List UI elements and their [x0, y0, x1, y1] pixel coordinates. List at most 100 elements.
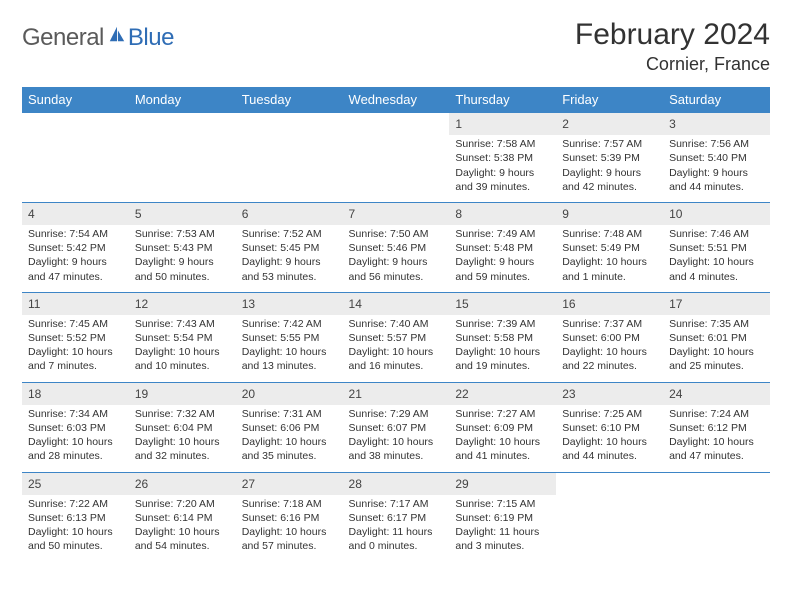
day-info-row: Sunrise: 7:22 AMSunset: 6:13 PMDaylight:… — [22, 495, 770, 562]
day-number-cell: 3 — [663, 113, 770, 136]
day-number-cell: 10 — [663, 202, 770, 225]
day-number-cell: 20 — [236, 382, 343, 405]
day-number-cell — [343, 113, 450, 136]
day-info-cell: Sunrise: 7:43 AMSunset: 5:54 PMDaylight:… — [129, 315, 236, 382]
day-number-row: 18192021222324 — [22, 382, 770, 405]
day-number-cell: 4 — [22, 202, 129, 225]
day-number-cell — [129, 113, 236, 136]
title-block: February 2024 Cornier, France — [575, 18, 770, 75]
day-number-cell: 6 — [236, 202, 343, 225]
day-number-cell: 1 — [449, 113, 556, 136]
calendar-body: 123Sunrise: 7:58 AMSunset: 5:38 PMDaylig… — [22, 113, 770, 562]
day-info-cell: Sunrise: 7:50 AMSunset: 5:46 PMDaylight:… — [343, 225, 450, 292]
day-number-cell: 9 — [556, 202, 663, 225]
day-number-cell — [22, 113, 129, 136]
day-info-cell: Sunrise: 7:15 AMSunset: 6:19 PMDaylight:… — [449, 495, 556, 562]
logo-text-1: General — [22, 24, 104, 52]
day-number-row: 123 — [22, 113, 770, 136]
day-number-cell: 19 — [129, 382, 236, 405]
day-number-row: 11121314151617 — [22, 292, 770, 315]
day-info-row: Sunrise: 7:54 AMSunset: 5:42 PMDaylight:… — [22, 225, 770, 292]
day-number-cell: 26 — [129, 472, 236, 495]
day-info-row: Sunrise: 7:45 AMSunset: 5:52 PMDaylight:… — [22, 315, 770, 382]
day-info-cell — [129, 135, 236, 202]
day-info-cell: Sunrise: 7:49 AMSunset: 5:48 PMDaylight:… — [449, 225, 556, 292]
day-header: Tuesday — [236, 87, 343, 113]
day-number-cell: 5 — [129, 202, 236, 225]
day-number-cell: 25 — [22, 472, 129, 495]
day-info-cell: Sunrise: 7:56 AMSunset: 5:40 PMDaylight:… — [663, 135, 770, 202]
day-number-cell: 28 — [343, 472, 450, 495]
day-info-cell: Sunrise: 7:40 AMSunset: 5:57 PMDaylight:… — [343, 315, 450, 382]
day-header: Saturday — [663, 87, 770, 113]
logo: General Blue — [22, 24, 174, 52]
day-info-cell: Sunrise: 7:22 AMSunset: 6:13 PMDaylight:… — [22, 495, 129, 562]
day-info-cell: Sunrise: 7:39 AMSunset: 5:58 PMDaylight:… — [449, 315, 556, 382]
day-info-cell: Sunrise: 7:45 AMSunset: 5:52 PMDaylight:… — [22, 315, 129, 382]
day-info-cell: Sunrise: 7:20 AMSunset: 6:14 PMDaylight:… — [129, 495, 236, 562]
calendar-table: SundayMondayTuesdayWednesdayThursdayFrid… — [22, 87, 770, 561]
day-header: Monday — [129, 87, 236, 113]
day-number-row: 2526272829 — [22, 472, 770, 495]
day-info-cell: Sunrise: 7:37 AMSunset: 6:00 PMDaylight:… — [556, 315, 663, 382]
day-info-cell: Sunrise: 7:46 AMSunset: 5:51 PMDaylight:… — [663, 225, 770, 292]
day-number-cell: 11 — [22, 292, 129, 315]
day-number-cell — [663, 472, 770, 495]
location: Cornier, France — [575, 54, 770, 75]
day-number-cell: 14 — [343, 292, 450, 315]
day-info-cell: Sunrise: 7:35 AMSunset: 6:01 PMDaylight:… — [663, 315, 770, 382]
day-info-cell — [663, 495, 770, 562]
day-number-cell: 16 — [556, 292, 663, 315]
day-info-cell: Sunrise: 7:32 AMSunset: 6:04 PMDaylight:… — [129, 405, 236, 472]
day-number-cell: 23 — [556, 382, 663, 405]
day-number-cell: 7 — [343, 202, 450, 225]
day-info-cell: Sunrise: 7:54 AMSunset: 5:42 PMDaylight:… — [22, 225, 129, 292]
day-info-cell — [556, 495, 663, 562]
day-info-cell: Sunrise: 7:34 AMSunset: 6:03 PMDaylight:… — [22, 405, 129, 472]
day-header: Wednesday — [343, 87, 450, 113]
day-number-row: 45678910 — [22, 202, 770, 225]
day-info-cell: Sunrise: 7:31 AMSunset: 6:06 PMDaylight:… — [236, 405, 343, 472]
day-header: Friday — [556, 87, 663, 113]
day-info-cell: Sunrise: 7:42 AMSunset: 5:55 PMDaylight:… — [236, 315, 343, 382]
header: General Blue February 2024 Cornier, Fran… — [22, 18, 770, 75]
day-header-row: SundayMondayTuesdayWednesdayThursdayFrid… — [22, 87, 770, 113]
day-info-cell: Sunrise: 7:57 AMSunset: 5:39 PMDaylight:… — [556, 135, 663, 202]
day-number-cell: 2 — [556, 113, 663, 136]
day-info-cell: Sunrise: 7:18 AMSunset: 6:16 PMDaylight:… — [236, 495, 343, 562]
day-info-row: Sunrise: 7:58 AMSunset: 5:38 PMDaylight:… — [22, 135, 770, 202]
day-info-cell: Sunrise: 7:58 AMSunset: 5:38 PMDaylight:… — [449, 135, 556, 202]
logo-text-2: Blue — [128, 24, 174, 52]
day-info-cell — [22, 135, 129, 202]
day-info-cell — [236, 135, 343, 202]
day-info-cell — [343, 135, 450, 202]
logo-sail-icon — [108, 25, 126, 43]
day-number-cell: 22 — [449, 382, 556, 405]
day-number-cell — [236, 113, 343, 136]
day-info-cell: Sunrise: 7:25 AMSunset: 6:10 PMDaylight:… — [556, 405, 663, 472]
day-number-cell: 8 — [449, 202, 556, 225]
day-number-cell — [556, 472, 663, 495]
calendar-head: SundayMondayTuesdayWednesdayThursdayFrid… — [22, 87, 770, 113]
day-number-cell: 29 — [449, 472, 556, 495]
day-info-cell: Sunrise: 7:53 AMSunset: 5:43 PMDaylight:… — [129, 225, 236, 292]
day-header: Thursday — [449, 87, 556, 113]
day-info-row: Sunrise: 7:34 AMSunset: 6:03 PMDaylight:… — [22, 405, 770, 472]
day-number-cell: 18 — [22, 382, 129, 405]
day-number-cell: 17 — [663, 292, 770, 315]
calendar-page: General Blue February 2024 Cornier, Fran… — [0, 0, 792, 571]
day-info-cell: Sunrise: 7:27 AMSunset: 6:09 PMDaylight:… — [449, 405, 556, 472]
day-info-cell: Sunrise: 7:17 AMSunset: 6:17 PMDaylight:… — [343, 495, 450, 562]
day-number-cell: 13 — [236, 292, 343, 315]
day-info-cell: Sunrise: 7:24 AMSunset: 6:12 PMDaylight:… — [663, 405, 770, 472]
day-info-cell: Sunrise: 7:29 AMSunset: 6:07 PMDaylight:… — [343, 405, 450, 472]
day-number-cell: 21 — [343, 382, 450, 405]
day-number-cell: 27 — [236, 472, 343, 495]
day-header: Sunday — [22, 87, 129, 113]
month-title: February 2024 — [575, 18, 770, 52]
day-number-cell: 24 — [663, 382, 770, 405]
day-number-cell: 15 — [449, 292, 556, 315]
day-info-cell: Sunrise: 7:52 AMSunset: 5:45 PMDaylight:… — [236, 225, 343, 292]
day-number-cell: 12 — [129, 292, 236, 315]
day-info-cell: Sunrise: 7:48 AMSunset: 5:49 PMDaylight:… — [556, 225, 663, 292]
